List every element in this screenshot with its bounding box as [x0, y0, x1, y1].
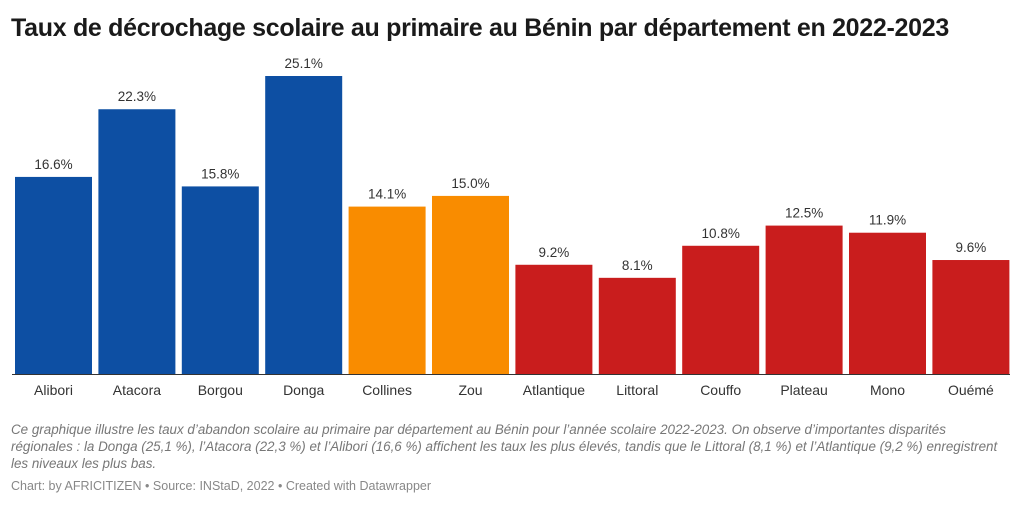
- data-label: 14.1%: [368, 187, 406, 202]
- x-tick-label: Atacora: [113, 382, 161, 398]
- data-label: 12.5%: [785, 206, 823, 221]
- data-label: 16.6%: [34, 157, 72, 172]
- bar-chart: 16.6% Alibori 22.3% Atacora 15.8% Borgou 25.1%…: [12, 55, 1010, 398]
- x-tick-label: Ouémé: [948, 382, 994, 398]
- x-tick-label: Couffo: [700, 382, 741, 398]
- bar-atacora: [98, 109, 176, 374]
- bar-alibori: [15, 176, 92, 374]
- x-tick-label: Donga: [283, 382, 324, 398]
- bar-ouémé: [932, 260, 1010, 374]
- x-tick-label: Atlantique: [523, 382, 585, 398]
- x-tick-label: Plateau: [780, 382, 827, 398]
- data-label: 8.1%: [622, 258, 653, 273]
- bar-borgou: [181, 186, 259, 374]
- bars-group: 16.6% Alibori 22.3% Atacora 15.8% Borgou 25.1%…: [15, 55, 1010, 398]
- data-label: 11.9%: [869, 213, 906, 228]
- x-tick-label: Alibori: [34, 382, 73, 398]
- data-label: 10.8%: [702, 226, 740, 241]
- data-label: 9.6%: [956, 240, 987, 255]
- x-tick-label: Littoral: [616, 382, 658, 398]
- bar-plateau: [765, 225, 843, 374]
- bar-mono: [849, 232, 926, 374]
- chart-footer: Chart: by AFRICITIZEN • Source: INStaD, …: [11, 479, 432, 493]
- data-label: 9.2%: [539, 245, 570, 260]
- bar-donga: [265, 76, 343, 374]
- bar-atlantique: [515, 264, 593, 374]
- x-tick-label: Mono: [870, 382, 905, 398]
- x-tick-label: Borgou: [198, 382, 243, 398]
- data-label: 25.1%: [285, 56, 323, 71]
- data-label: 15.0%: [451, 176, 489, 191]
- bar-zou: [432, 195, 509, 374]
- data-label: 22.3%: [118, 89, 156, 104]
- x-tick-label: Collines: [362, 382, 412, 398]
- x-tick-label: Zou: [458, 382, 482, 398]
- chart-description: Ce graphique illustre les taux d’abandon…: [11, 422, 998, 471]
- bar-couffo: [682, 245, 760, 374]
- bar-littoral: [598, 277, 676, 374]
- data-label: 15.8%: [201, 166, 239, 181]
- chart-title: Taux de décrochage scolaire au primaire …: [11, 14, 949, 42]
- bar-collines: [348, 206, 426, 374]
